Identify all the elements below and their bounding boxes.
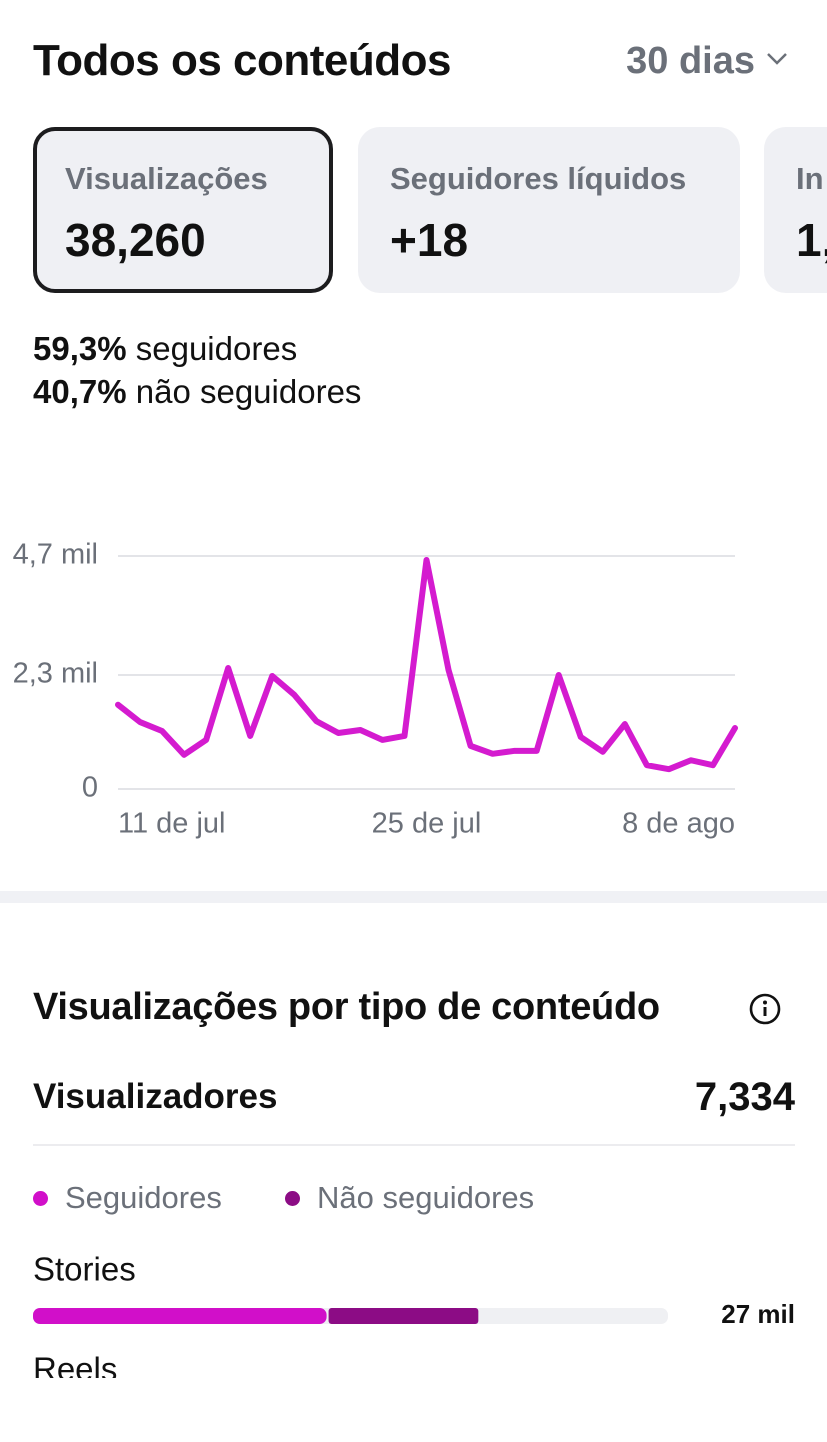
audience-percent: 59,3%: [33, 330, 127, 367]
total-label: 27 mil: [721, 1299, 795, 1329]
metric-value: +18: [390, 214, 469, 266]
line-chart: 0 2,3 mil 4,7 mil 11 de jul 25 de jul 8 de ag…: [13, 539, 738, 840]
line-series: [115, 556, 738, 773]
y-tick-label: 2,3 mil: [13, 658, 98, 690]
metric-value: 1,: [796, 214, 827, 266]
metric-card[interactable]: Visualizações 38,260: [33, 127, 333, 293]
audience-line: 40,7% não seguidores: [33, 373, 361, 411]
x-tick-label: 8 de ago: [622, 808, 735, 840]
y-tick-label: 4,7 mil: [13, 539, 98, 571]
x-tick-label: 25 de jul: [372, 808, 482, 840]
viewers-value: 7,334: [694, 1075, 795, 1119]
metric-card[interactable]: Seguidores líquidos +18: [358, 127, 740, 293]
chevron-icon[interactable]: [766, 52, 788, 66]
category-label: Stories: [33, 1251, 136, 1288]
metric-label: Visualizações: [65, 161, 268, 196]
audience-label: seguidores: [135, 330, 298, 367]
viewers-label: Visualizadores: [33, 1077, 278, 1116]
audience-line: 59,3% seguidores: [33, 330, 297, 368]
metric-card[interactable]: In 1,: [764, 127, 827, 293]
separator: [33, 1144, 795, 1146]
audience-label: não seguidores: [135, 373, 362, 410]
category-label: Reels: [33, 1351, 117, 1378]
page-title: Todos os conteúdos: [33, 36, 451, 85]
audience-percent: 40,7%: [33, 373, 127, 410]
legend-dot: [33, 1191, 48, 1206]
y-tick-label: 0: [82, 772, 98, 804]
bar-chart: Stories 27 mil Reels: [33, 1251, 795, 1378]
section-title: Visualizações por tipo de conteúdo: [33, 986, 660, 1028]
bar-segment: [33, 1308, 327, 1324]
legend-label: Seguidores: [65, 1180, 222, 1215]
legend-label: Não seguidores: [317, 1180, 535, 1215]
bar-segment: [328, 1308, 479, 1324]
metric-label: Seguidores líquidos: [390, 161, 687, 196]
divider: [0, 891, 827, 903]
info-icon[interactable]: [748, 992, 782, 1026]
metric-value: 38,260: [65, 214, 206, 266]
legend-dot: [285, 1191, 300, 1206]
metric-label: In: [796, 161, 824, 196]
x-tick-label: 11 de jul: [118, 808, 226, 840]
period-selector[interactable]: 30 dias: [626, 40, 755, 82]
